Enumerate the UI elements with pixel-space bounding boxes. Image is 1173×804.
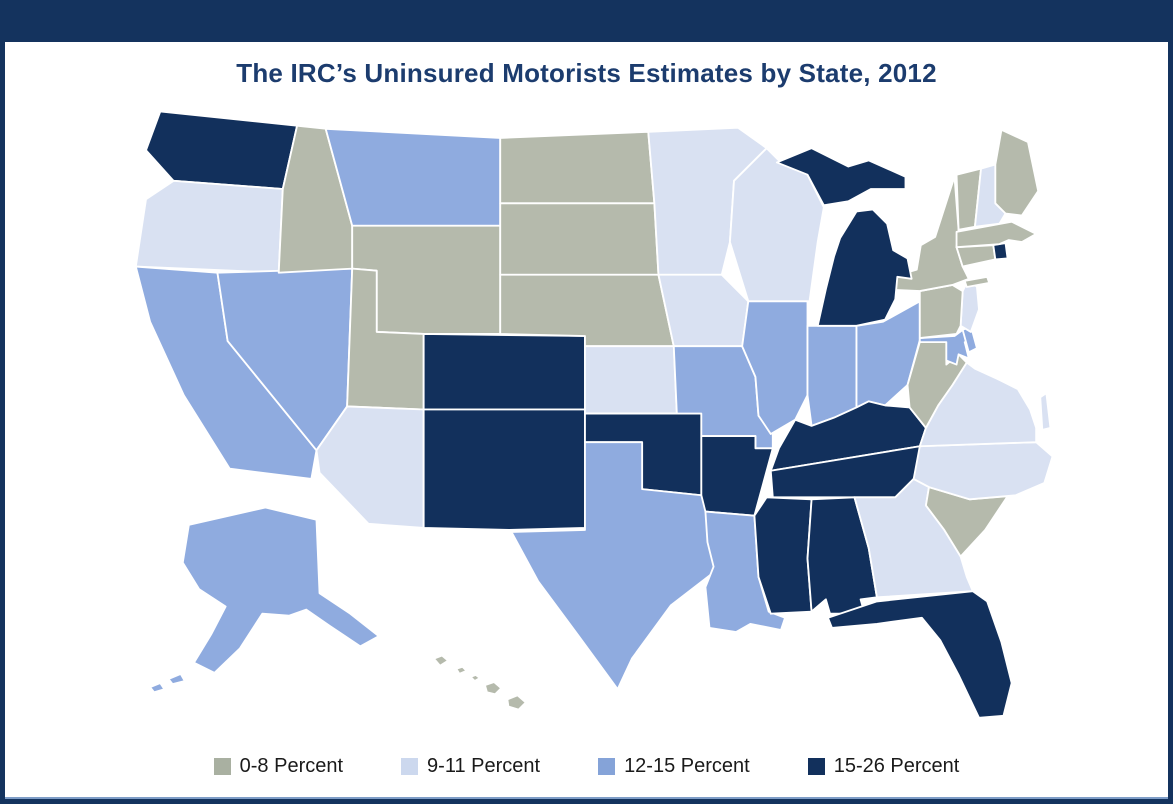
state-connecticut: Connecticut — 0-8 Percent [955, 244, 996, 268]
map-area: Washington — 15-26 PercentOregon — 9-11 … [97, 91, 1077, 753]
state-maine: Maine — 0-8 Percent [993, 128, 1039, 217]
state-hawaii: Hawaii — 0-8 Percent [432, 654, 527, 711]
legend-swatch-0-8 [213, 757, 231, 775]
legend-swatch-9-11 [401, 757, 419, 775]
state-alaska: Alaska — 12-15 Percent [148, 506, 380, 694]
state-kansas: Kansas — 9-11 Percent [583, 345, 678, 415]
state-maryland: Maryland — 12-15 Percent [918, 328, 972, 366]
state-north-dakota: North Dakota — 0-8 Percent [498, 130, 655, 205]
us-choropleth-map: Washington — 15-26 PercentOregon — 9-11 … [134, 110, 1053, 719]
state-south-dakota: South Dakota — 0-8 Percent [498, 202, 659, 276]
page-title: The IRC’s Uninsured Motorists Estimates … [236, 58, 937, 88]
state-nebraska: Nebraska — 0-8 Percent [498, 273, 675, 348]
state-washington: Washington — 15-26 Percent [144, 110, 298, 190]
state-arkansas: Arkansas — 15-26 Percent [699, 435, 774, 517]
state-texas: Texas — 12-15 Percent [510, 441, 717, 691]
state-michigan: Michigan — 15-26 Percent [775, 147, 913, 327]
state-wisconsin: Wisconsin — 9-11 Percent [728, 147, 825, 303]
legend-label-9-11: 9-11 Percent [427, 754, 541, 777]
legend-label-0-8: 0-8 Percent [239, 754, 344, 777]
state-colorado: Colorado — 15-26 Percent [422, 333, 586, 411]
legend-item-15-26: 15-26 Percent [807, 754, 960, 778]
legend-item-0-8: 0-8 Percent [213, 754, 344, 778]
header-bar [0, 0, 1173, 42]
state-oregon: Oregon — 9-11 Percent [134, 179, 284, 274]
legend: 0-8 Percent 9-11 Percent 12-15 Percent 1… [5, 755, 1168, 778]
legend-label-15-26: 15-26 Percent [833, 754, 960, 777]
legend-swatch-15-26 [807, 757, 825, 775]
state-rhode-island: Rhode Island — 15-26 Percent [991, 242, 1009, 261]
state-massachusetts: Massachusetts — 0-8 Percent [955, 220, 1037, 249]
legend-item-12-15: 12-15 Percent [598, 755, 750, 778]
state-new-mexico: New Mexico — 15-26 Percent [422, 408, 586, 531]
state-pennsylvania: Pennsylvania — 0-8 Percent [918, 284, 964, 339]
state-montana: Montana — 12-15 Percent [324, 127, 501, 227]
content-area: The IRC’s Uninsured Motorists Estimates … [5, 42, 1168, 799]
legend-label-12-15: 12-15 Percent [624, 754, 750, 777]
state-iowa: Iowa — 9-11 Percent [657, 273, 749, 348]
legend-swatch-12-15 [598, 757, 616, 775]
state-florida: Florida — 15-26 Percent [826, 590, 1013, 719]
state-north-carolina: North Carolina — 9-11 Percent [912, 441, 1053, 501]
legend-item-9-11: 9-11 Percent [401, 755, 540, 778]
